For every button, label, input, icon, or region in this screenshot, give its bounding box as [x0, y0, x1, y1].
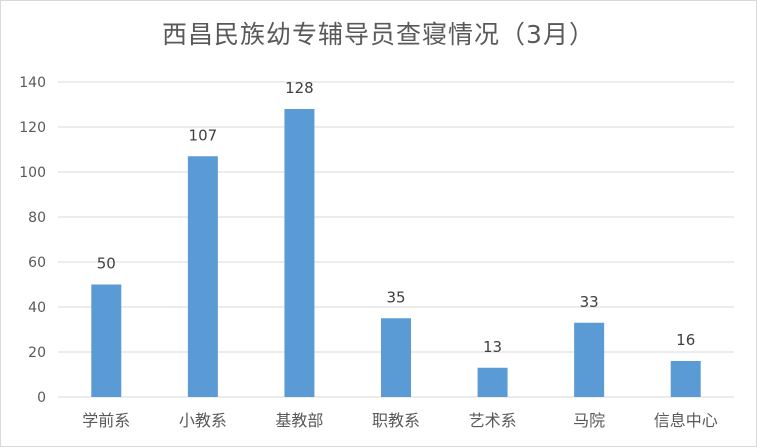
bar — [477, 367, 508, 397]
category-label: 艺术系 — [469, 411, 517, 430]
chart-title: 西昌民族幼专辅导员查寝情况（3月） — [162, 20, 595, 49]
category-label: 小教系 — [179, 411, 227, 430]
y-axis-ticks: 0 20 40 60 80 100 120 140 — [19, 75, 46, 406]
bar — [187, 156, 218, 397]
data-labels: 50 107 128 35 13 33 16 — [97, 79, 696, 356]
y-tick-label: 0 — [37, 390, 46, 406]
category-label: 职教系 — [372, 411, 420, 430]
bars — [91, 109, 701, 397]
data-label: 13 — [483, 338, 502, 356]
data-label: 107 — [189, 126, 218, 144]
category-label: 基教部 — [275, 411, 323, 430]
category-label: 学前系 — [82, 411, 130, 430]
x-axis-categories: 学前系 小教系 基教部 职教系 艺术系 马院 信息中心 — [82, 411, 717, 430]
y-tick-label: 140 — [19, 75, 46, 91]
data-label: 50 — [97, 255, 116, 273]
data-label: 33 — [580, 293, 599, 311]
y-tick-label: 20 — [28, 345, 46, 361]
bar — [670, 361, 701, 397]
y-tick-label: 60 — [28, 255, 46, 271]
data-label: 16 — [676, 331, 695, 349]
bar — [284, 109, 315, 397]
y-tick-label: 120 — [19, 120, 46, 136]
bar — [574, 322, 605, 397]
category-label: 信息中心 — [654, 411, 718, 430]
bar — [91, 284, 122, 397]
bar — [381, 318, 411, 397]
category-label: 马院 — [573, 411, 605, 430]
data-label: 128 — [285, 79, 314, 97]
data-label: 35 — [386, 288, 405, 306]
y-tick-label: 80 — [28, 210, 46, 226]
y-tick-label: 40 — [28, 300, 46, 316]
y-tick-label: 100 — [19, 165, 46, 181]
